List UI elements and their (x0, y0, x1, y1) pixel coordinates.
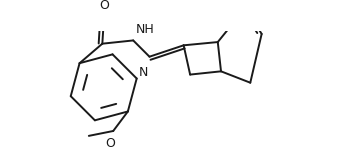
Text: O: O (105, 137, 115, 150)
Text: NH: NH (136, 23, 154, 36)
Text: N: N (138, 66, 148, 79)
Text: O: O (99, 0, 109, 12)
